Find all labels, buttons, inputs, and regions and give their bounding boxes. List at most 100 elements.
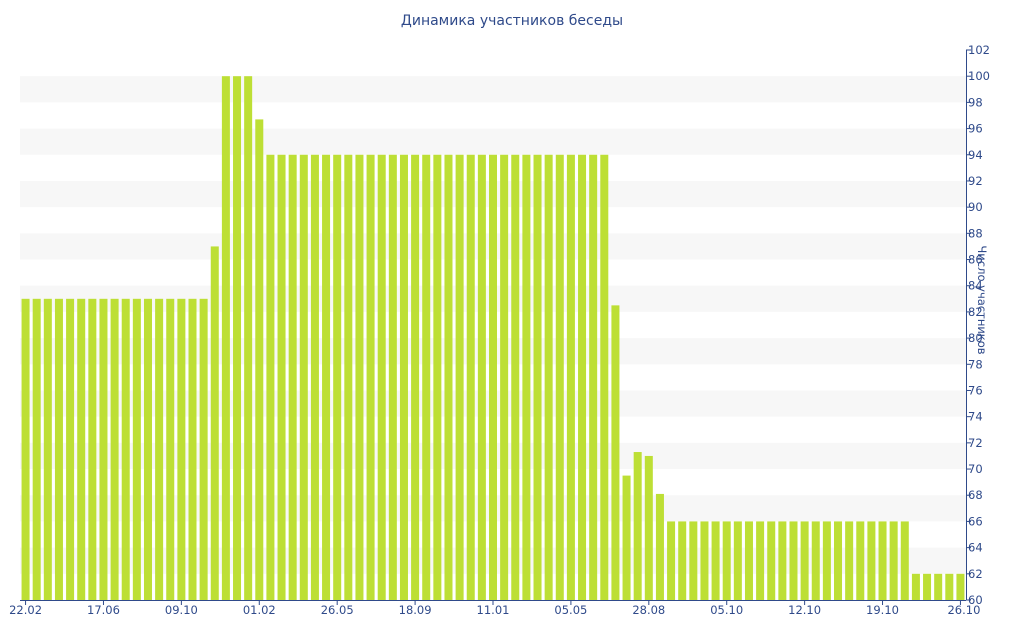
bar <box>544 154 553 600</box>
y-tick-label: 74 <box>968 410 983 424</box>
grid-band <box>20 76 966 103</box>
bar <box>355 154 364 600</box>
bar <box>756 521 765 600</box>
bar <box>500 154 509 600</box>
bar <box>789 521 798 600</box>
y-tick-label: 68 <box>968 488 983 502</box>
bar <box>533 154 542 600</box>
bar <box>733 521 742 600</box>
x-tick-label: 22.02 <box>9 603 42 617</box>
grid-band <box>20 128 966 155</box>
bar <box>255 119 264 601</box>
bar <box>221 76 230 600</box>
bar <box>422 154 431 600</box>
y-tick-labels: 60 62 64 66 68 70 72 74 76 78 80 82 84 86 88 90 92 94 96 98… <box>968 43 990 607</box>
bar <box>399 154 408 600</box>
bar <box>878 521 887 600</box>
bar <box>344 154 353 600</box>
bar <box>522 154 531 600</box>
bar <box>77 298 86 600</box>
bar <box>488 154 498 600</box>
y-tick-label: 60 <box>968 593 983 607</box>
bar <box>589 154 598 600</box>
bar <box>466 154 475 600</box>
x-tick-label: 19.10 <box>866 603 899 617</box>
x-tick-label: 11.01 <box>477 603 510 617</box>
bar <box>32 298 41 600</box>
bar <box>711 521 720 600</box>
x-tick-label: 12.10 <box>788 603 821 617</box>
y-axis-title: Число участников <box>975 245 989 354</box>
chart-title: Динамика участников беседы <box>400 13 624 29</box>
y-tick-label: 78 <box>968 357 983 371</box>
bar <box>310 154 319 600</box>
bar <box>88 298 97 600</box>
x-tick-label: 26.05 <box>321 603 354 617</box>
bar <box>822 521 831 600</box>
bar <box>633 452 642 600</box>
bar <box>845 521 854 600</box>
bar <box>155 298 164 600</box>
bar <box>900 521 909 600</box>
bar <box>566 154 575 600</box>
bar <box>722 521 731 600</box>
bar <box>99 298 108 600</box>
bar <box>266 154 275 600</box>
bar <box>288 154 297 600</box>
bar <box>911 573 920 600</box>
x-tick-label: 28.08 <box>632 603 665 617</box>
y-tick-label: 84 <box>968 279 983 293</box>
bar <box>945 573 954 600</box>
bar <box>689 521 698 600</box>
bar <box>778 521 787 600</box>
bar <box>744 521 753 600</box>
bar <box>333 154 342 600</box>
bar <box>210 246 219 600</box>
bar <box>678 521 687 600</box>
bar <box>667 521 676 600</box>
y-tick-label: 102 <box>968 43 990 57</box>
x-tick-label: 26.10 <box>947 603 980 617</box>
y-tick-label: 66 <box>968 514 983 528</box>
bars <box>21 76 965 601</box>
bar <box>366 154 375 600</box>
bar <box>700 521 709 600</box>
x-tick-label: 05.10 <box>710 603 743 617</box>
bar <box>233 76 242 600</box>
bar <box>388 154 397 600</box>
bar <box>188 298 197 600</box>
bar <box>166 298 175 600</box>
y-tick-label: 100 <box>968 69 990 83</box>
bar <box>277 154 286 600</box>
x-tick-label: 17.06 <box>87 603 120 617</box>
y-tick-label: 88 <box>968 226 983 240</box>
bar <box>411 154 420 600</box>
bar <box>143 298 152 600</box>
bar <box>21 298 30 600</box>
bar <box>644 455 653 600</box>
bar <box>800 521 809 600</box>
bar <box>433 154 442 600</box>
bar <box>611 305 620 600</box>
y-tick-label: 90 <box>968 200 983 214</box>
bar <box>600 154 609 600</box>
x-tick-label: 09.10 <box>165 603 198 617</box>
x-tick-label: 18.09 <box>399 603 432 617</box>
bar <box>477 154 486 600</box>
y-tick-label: 80 <box>968 331 983 345</box>
bar <box>54 298 63 600</box>
y-tick-label: 70 <box>968 462 983 476</box>
y-tick-label: 64 <box>968 541 983 555</box>
bar <box>455 154 464 600</box>
bar <box>43 298 52 600</box>
bar <box>555 154 564 600</box>
bar <box>444 154 453 600</box>
bar <box>889 521 898 600</box>
bar <box>377 154 386 600</box>
axes <box>20 49 971 605</box>
bar <box>956 573 965 600</box>
y-tick-label: 86 <box>968 253 983 267</box>
x-tick-label: 01.02 <box>243 603 276 617</box>
y-tick-label: 82 <box>968 305 983 319</box>
